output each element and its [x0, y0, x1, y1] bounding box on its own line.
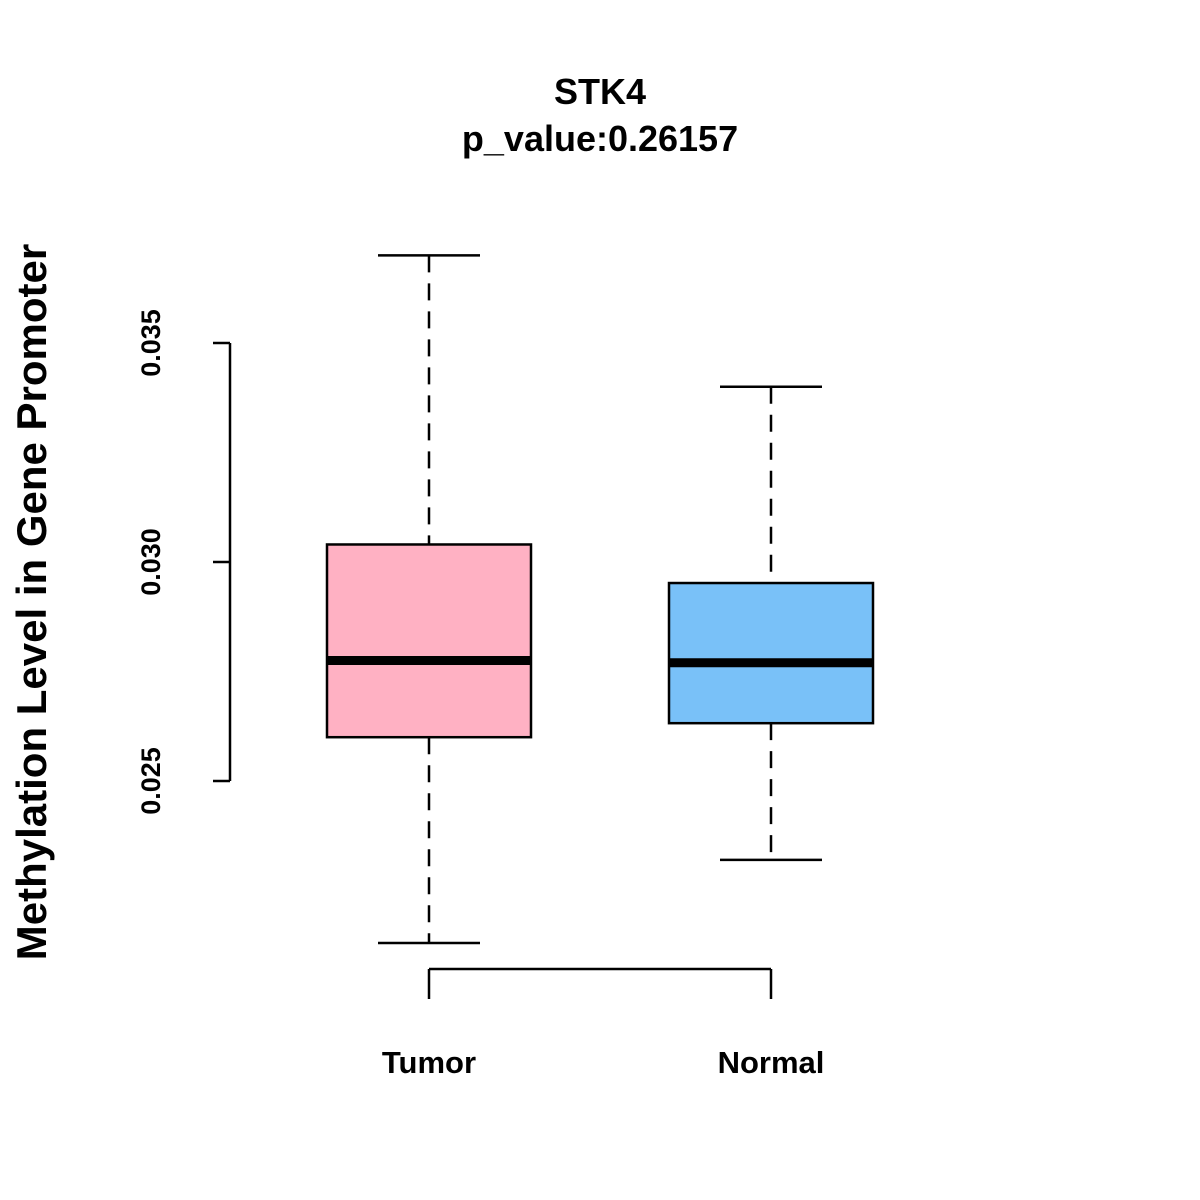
box-tumor: [325, 254, 533, 945]
y-tick-label: 0.025: [136, 747, 166, 815]
x-tick-label: Tumor: [382, 1045, 476, 1080]
x-tick-label: Normal: [718, 1045, 825, 1080]
chart-title: STK4: [554, 71, 646, 112]
chart-subtitle: p_value:0.26157: [462, 118, 738, 159]
x-axis: Tumor Normal: [382, 967, 825, 1080]
boxes: [325, 254, 875, 945]
interquartile-box: [667, 581, 875, 725]
y-tick-label: 0.030: [136, 528, 166, 596]
y-tick-label: 0.035: [136, 309, 166, 377]
interquartile-box: [325, 543, 533, 739]
box-normal: [667, 385, 875, 862]
y-axis: 0.025 0.030 0.035: [136, 309, 232, 815]
y-axis-label: Methylation Level in Gene Promoter: [8, 244, 55, 960]
